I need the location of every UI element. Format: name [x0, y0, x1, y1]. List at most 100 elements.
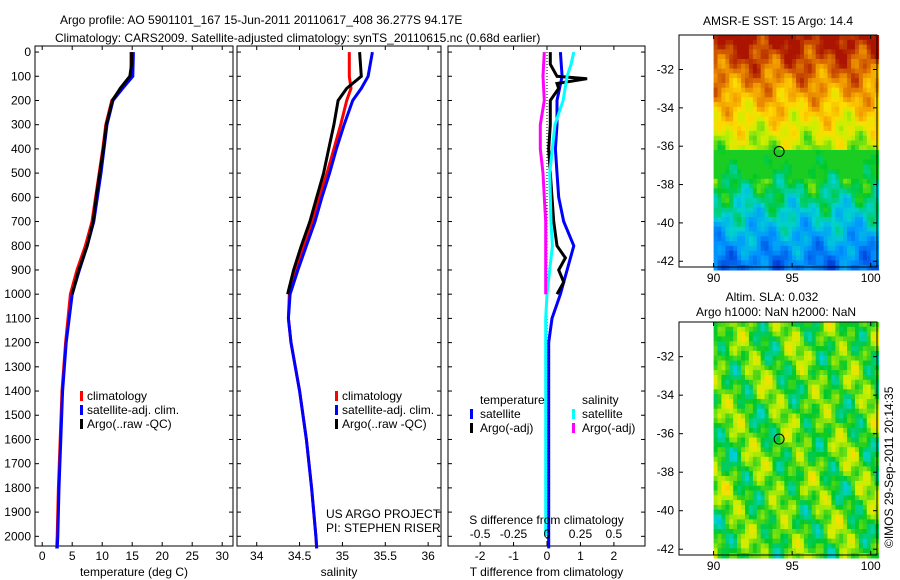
map-cell — [819, 336, 825, 342]
map-cell — [725, 68, 730, 74]
map-cell — [776, 452, 781, 458]
map-cell — [851, 326, 856, 333]
map-cell — [831, 250, 836, 257]
map-cell — [756, 538, 762, 544]
map-cell — [784, 389, 789, 395]
s-tick-label: 0.25 — [569, 527, 593, 541]
map-cell — [807, 485, 813, 492]
map-cell — [741, 365, 746, 371]
map-cell — [776, 346, 781, 352]
map-cell — [725, 121, 730, 127]
map-cell — [858, 379, 864, 386]
map-cell — [748, 543, 754, 549]
map-cell — [800, 456, 805, 463]
series-line-satellite-adj-clim- — [286, 51, 374, 549]
map-cell — [847, 509, 852, 516]
map-cell — [866, 538, 872, 544]
map-cell — [721, 326, 726, 333]
map-cell — [741, 150, 746, 156]
map-cell — [764, 231, 770, 237]
map-cell — [796, 447, 801, 453]
map-cell — [807, 524, 813, 530]
map-cell — [788, 106, 793, 113]
map-cell — [811, 326, 817, 333]
map-cell — [823, 432, 829, 439]
map-cell — [764, 418, 770, 424]
map-cell — [835, 346, 840, 352]
map-cell — [815, 326, 821, 333]
map-cell — [855, 102, 860, 108]
map-cell — [866, 245, 872, 252]
map-cell — [725, 326, 730, 333]
map-cell — [803, 198, 809, 204]
map-cell — [788, 49, 793, 55]
map-cell — [788, 336, 793, 342]
map-cell — [788, 509, 793, 516]
map-cell — [721, 260, 726, 266]
map-cell — [721, 116, 726, 122]
map-cell — [815, 250, 821, 257]
map-cell — [815, 408, 821, 415]
map-cell — [764, 399, 770, 405]
map-cell — [737, 59, 742, 65]
map-cell — [756, 39, 762, 46]
x-tick-label: 100 — [861, 559, 881, 573]
map-cell — [823, 178, 829, 185]
map-cell — [784, 375, 789, 381]
map-cell — [807, 509, 813, 516]
x-tick-label: 35 — [336, 549, 350, 563]
map-cell — [807, 116, 813, 122]
map-cell — [776, 116, 781, 122]
map-cell — [733, 44, 738, 50]
map-cell — [815, 394, 821, 400]
map-cell — [870, 198, 876, 204]
map-cell — [811, 78, 817, 84]
map-cell — [807, 140, 813, 146]
map-cell — [729, 265, 734, 271]
map-cell — [792, 500, 797, 506]
map-cell — [851, 379, 856, 386]
map-cell — [858, 255, 864, 261]
map-cell — [811, 87, 817, 94]
map-cell — [725, 202, 730, 209]
map-cell — [733, 466, 738, 472]
map-cell — [851, 106, 856, 113]
map-cell — [819, 504, 825, 511]
map-cell — [815, 145, 821, 151]
map-cell — [745, 202, 750, 209]
map-cell — [803, 140, 809, 146]
map-cell — [843, 102, 848, 108]
map-cell — [800, 236, 805, 242]
map-cell — [796, 408, 801, 415]
map-cell — [760, 437, 766, 443]
map-cell — [862, 265, 868, 271]
map-cell — [843, 504, 848, 511]
map-cell — [737, 346, 742, 352]
map-cell — [831, 408, 836, 415]
map-cell — [788, 245, 793, 252]
map-cell — [800, 384, 805, 390]
map-cell — [733, 164, 738, 170]
map-cell — [788, 442, 793, 448]
map-cell — [851, 111, 856, 118]
map-cell — [721, 500, 726, 506]
map-cell — [788, 529, 793, 535]
map-cell — [792, 379, 797, 386]
map-cell — [862, 82, 868, 89]
map-cell — [835, 193, 840, 199]
map-cell — [788, 471, 793, 477]
legend-label: satellite-adj. clim. — [87, 403, 179, 417]
map-cell — [784, 394, 789, 400]
y-tick-label: 500 — [11, 166, 31, 180]
map-cell — [748, 159, 754, 165]
map-cell — [796, 379, 801, 386]
map-cell — [811, 183, 817, 189]
map-cell — [733, 365, 738, 371]
map-cell — [827, 370, 832, 376]
map-cell — [815, 150, 821, 156]
map-cell — [839, 485, 844, 492]
map-cell — [815, 418, 821, 424]
map-cell — [827, 365, 832, 371]
map-cell — [807, 183, 813, 189]
map-cell — [737, 116, 742, 122]
